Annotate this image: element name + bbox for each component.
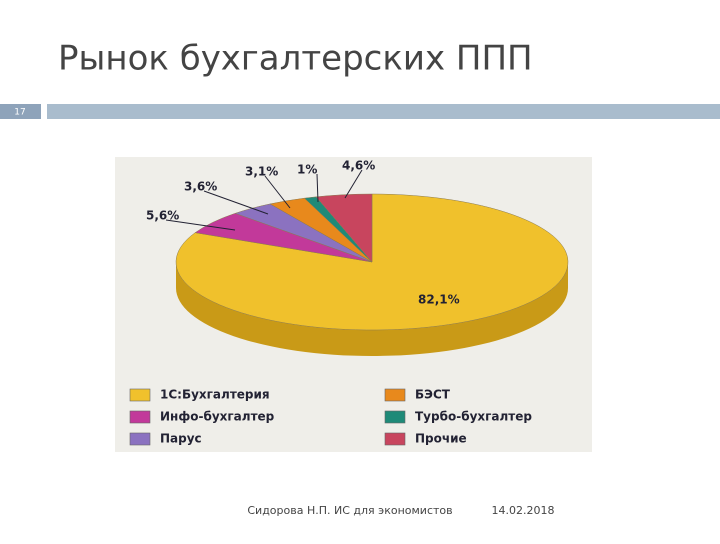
number-box xyxy=(0,104,41,119)
legend-label: Турбо-бухгалтер xyxy=(415,410,532,424)
leader-line xyxy=(316,173,319,203)
legend-swatch xyxy=(129,410,151,424)
legend-swatch xyxy=(384,410,406,424)
pie-chart: 82,1% 5,6% 3,6% 3,1% 1% 4,6% 1С:Бухгалтерия Инф… xyxy=(129,159,569,446)
legend-label: 1С:Бухгалтерия xyxy=(160,388,270,402)
data-label: 3,6% xyxy=(184,180,217,194)
legend-swatch xyxy=(129,432,151,446)
leader-line xyxy=(344,169,363,199)
legend-label: Инфо-бухгалтер xyxy=(160,410,275,424)
data-label: 3,1% xyxy=(245,165,278,179)
leader-line xyxy=(264,175,291,209)
legend-label: Парус xyxy=(160,432,202,446)
leader-line xyxy=(203,190,269,215)
header-bar xyxy=(47,104,720,119)
data-label: 5,6% xyxy=(146,209,179,223)
leader-line xyxy=(165,219,236,231)
pie-slice xyxy=(315,193,373,263)
pie-side xyxy=(176,262,568,356)
legend-swatch xyxy=(129,388,151,402)
legend-label: БЭСТ xyxy=(415,388,451,402)
legend-swatch xyxy=(384,388,406,402)
footer-author: Сидорова Н.П. ИС для экономистов xyxy=(247,504,452,517)
data-label: 1% xyxy=(297,163,317,177)
legend-label: Прочие xyxy=(415,432,467,446)
slide-number: 17 xyxy=(14,108,25,118)
legend-swatch xyxy=(384,432,406,446)
data-label: 82,1% xyxy=(418,293,460,307)
data-label: 4,6% xyxy=(342,159,375,173)
footer-date: 14.02.2018 xyxy=(492,504,555,517)
slide-title: Рынок бухгалтерских ППП xyxy=(58,39,533,79)
